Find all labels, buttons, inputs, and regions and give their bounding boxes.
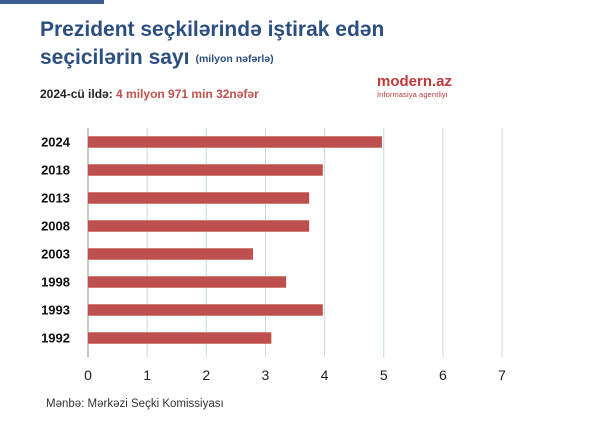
x-tick-label: 2: [202, 367, 210, 383]
x-tick-label: 7: [498, 367, 506, 383]
chart-title: Prezident seçkilərində iştirak edən seçi…: [40, 16, 460, 73]
bar-2013: [88, 192, 310, 204]
subtitle-value: 4 milyon 971 min 32nəfər: [116, 87, 259, 101]
source-note: Mənbə: Mərkəzi Seçki Komissiyası: [46, 398, 224, 410]
category-label-2008: 2008: [41, 219, 70, 234]
bar-1992: [88, 332, 272, 344]
x-tick-label: 0: [84, 367, 92, 383]
modern-az-logo: modern.az İnformasiya agentliyi: [377, 73, 453, 100]
category-label-2013: 2013: [41, 191, 70, 206]
bar-1993: [88, 304, 323, 316]
top-accent-bar: [0, 0, 104, 4]
x-tick-label: 3: [262, 367, 270, 383]
title-line-2: seçicilərin sayı: [40, 46, 190, 69]
category-label-1998: 1998: [41, 275, 70, 290]
x-tick-label: 1: [143, 367, 151, 383]
category-label-1993: 1993: [41, 303, 70, 318]
x-tick-label: 6: [439, 367, 447, 383]
category-label-2003: 2003: [41, 247, 70, 262]
bar-2018: [88, 164, 323, 176]
bar-2008: [88, 220, 310, 232]
bar-2024: [88, 136, 382, 148]
title-line-1: Prezident seçkilərində iştirak edən: [40, 18, 385, 41]
bar-1998: [88, 276, 287, 288]
unit-label: (milyon nəfərlə): [195, 53, 274, 65]
x-tick-label: 5: [380, 367, 388, 383]
logo-tagline: İnformasiya agentliyi: [377, 90, 448, 99]
subtitle-prefix: 2024-cü ildə:: [40, 87, 113, 101]
category-label-2018: 2018: [41, 163, 70, 178]
category-label-1992: 1992: [41, 331, 70, 346]
category-label-2024: 2024: [41, 135, 71, 150]
x-tick-label: 4: [321, 367, 329, 383]
bar-2003: [88, 248, 254, 260]
subtitle: 2024-cü ildə: 4 milyon 971 min 32nəfər: [40, 87, 259, 101]
logo-brand: modern.az: [377, 73, 453, 90]
